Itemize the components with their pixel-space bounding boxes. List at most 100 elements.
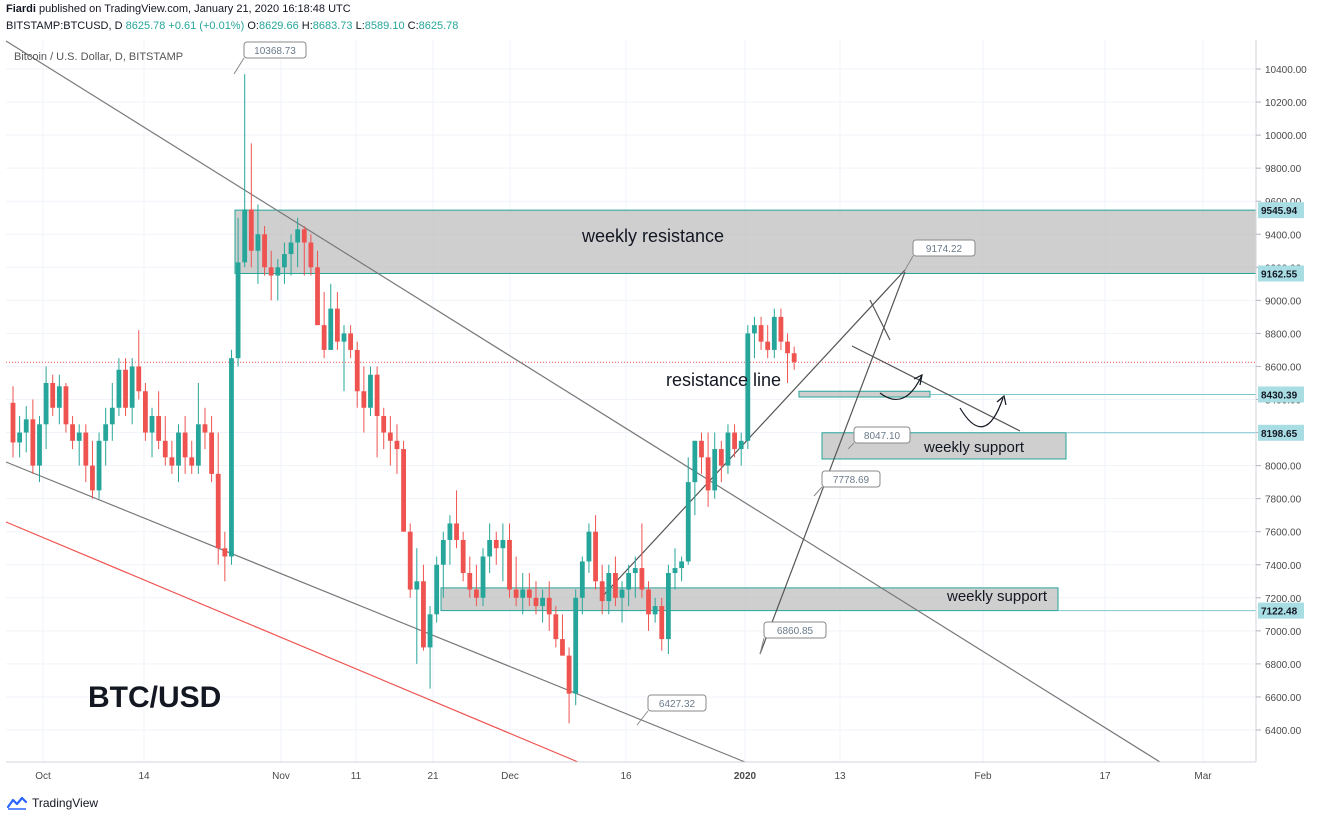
candle-body [50, 382, 56, 408]
candle-body [771, 316, 777, 350]
time-tick-label: 13 [834, 771, 846, 782]
high-label: H: [301, 20, 313, 32]
candle-body [96, 440, 102, 491]
callout-pointer [233, 57, 245, 75]
candle-body [275, 267, 281, 276]
candle-body [414, 581, 420, 590]
candle-body [136, 366, 142, 392]
candle-body [732, 432, 737, 450]
last-price: 8625.78 [125, 20, 166, 32]
candle-body [162, 440, 168, 458]
price-tick-label: 10200.00 [1265, 98, 1307, 109]
price-tick-label: 6600.00 [1265, 693, 1302, 704]
candle-body [169, 457, 175, 466]
candle-body [202, 424, 208, 433]
candle-body [639, 568, 645, 590]
candle-body [301, 229, 307, 243]
price-level-tag [1258, 602, 1304, 619]
candle-body [718, 449, 724, 466]
open-value: 8629.66 [258, 20, 299, 32]
time-tick-label: 2020 [734, 771, 757, 782]
candle-body [176, 432, 181, 466]
low-label: L: [355, 20, 365, 32]
time-tick-label: 17 [1099, 771, 1111, 782]
time-tick-label: Nov [272, 771, 290, 782]
candle-body [10, 402, 16, 443]
candle-body [103, 424, 109, 441]
time-tick-label: Oct [35, 771, 51, 782]
candle-body [235, 262, 241, 359]
candle-body [560, 639, 565, 656]
candle-body [83, 432, 89, 466]
resistance-line-label: resistance line [666, 370, 781, 390]
time-tick-label: Dec [501, 771, 519, 782]
candle-body [758, 325, 764, 342]
candle-body [745, 333, 751, 441]
candle-body [619, 589, 625, 598]
candle-body [526, 589, 532, 598]
symbol-watermark: BTC/USD [88, 681, 221, 714]
candle-body [70, 424, 75, 441]
candle-body [533, 597, 539, 607]
candle-body [434, 564, 440, 615]
candle-body [123, 369, 128, 408]
candle-body [778, 316, 784, 342]
weekly-resistance-label: weekly resistance [581, 226, 724, 246]
price-tick-label: 6400.00 [1265, 726, 1302, 737]
trend-lines [5, 40, 1161, 763]
low-value: 8589.10 [364, 20, 405, 32]
price-change: +0.61 (+0.01%) [168, 20, 245, 32]
candle-body [374, 374, 380, 417]
price-level-tag [1258, 202, 1304, 219]
callout-box [243, 41, 307, 59]
price-level-tag [1258, 265, 1304, 282]
candle-body [361, 391, 367, 408]
weekly-support-zone-lower [440, 587, 1059, 612]
candle-body [672, 568, 678, 574]
publisher-line: Fiardi published on TradingView.com, Jan… [6, 3, 351, 15]
price-callouts: 10368.73 9174.22 8047.10 7778.69 6860.85 6427… [233, 41, 976, 726]
candle-body [76, 432, 82, 441]
candle-body [63, 386, 69, 425]
candle-body [109, 407, 115, 425]
high-value: 8683.73 [312, 20, 353, 32]
candle-body [17, 432, 23, 443]
price-tick-label: 7800.00 [1265, 495, 1302, 506]
candle-body [652, 606, 658, 615]
candle-body [262, 234, 267, 268]
callout-label: 9174.22 [926, 244, 963, 255]
author-name[interactable]: Fiardi [6, 3, 36, 15]
candle-body [440, 539, 446, 565]
symbol-label[interactable]: BITSTAMP:BTCUSD, D [6, 20, 123, 32]
candle-body [626, 573, 632, 590]
callout-pointer [636, 710, 649, 726]
candle-body [520, 589, 526, 598]
candle-body [599, 581, 605, 602]
candle-body [765, 341, 771, 350]
candle-body [268, 267, 274, 276]
price-tags: 9545.94 9162.55 8430.39 8198.65 7122.48 [1258, 202, 1304, 619]
candle-body [540, 597, 545, 607]
tradingview-logo-icon[interactable] [6, 796, 28, 810]
candle-body [474, 589, 479, 598]
ohlc-legend: BITSTAMP:BTCUSD, D 8625.78 +0.61 (+0.01%… [6, 20, 458, 32]
price-tick-label: 9000.00 [1265, 296, 1302, 307]
tradingview-brand[interactable]: TradingView [32, 796, 99, 810]
callout-pointer [813, 486, 823, 497]
candle-body [579, 561, 585, 598]
plot-area[interactable] [6, 40, 1256, 762]
chart-title: Bitcoin / U.S. Dollar, D, BITSTAMP [14, 51, 183, 63]
candle-body [321, 325, 327, 350]
candle-body [752, 325, 757, 334]
time-axis[interactable]: Oct 14 Nov 11 21 Dec 16 2020 13 Feb 17 Mar [35, 771, 1212, 782]
candle-body [613, 573, 618, 598]
candle-body [248, 209, 254, 251]
price-chart[interactable]: 10400.0010200.0010000.009800.009600.0094… [0, 36, 1320, 792]
close-label: C: [407, 20, 419, 32]
candle-body [785, 341, 790, 354]
candle-body [143, 391, 148, 433]
candle-body [354, 349, 360, 392]
candle-body [606, 573, 612, 602]
curved-arrow-2-head [996, 394, 1007, 406]
candle-body [215, 473, 221, 549]
